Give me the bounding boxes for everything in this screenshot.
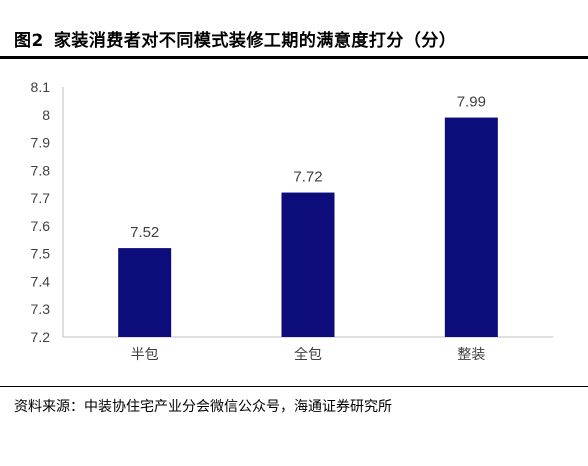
figure-title-text: 家装消费者对不同模式装修工期的满意度打分（分） xyxy=(53,31,457,51)
bars xyxy=(118,117,498,337)
data-label: 7.52 xyxy=(130,224,159,241)
y-tick-label: 7.2 xyxy=(31,329,51,345)
x-tick-label: 全包 xyxy=(294,346,322,362)
y-tick-label: 7.7 xyxy=(31,190,51,206)
bar-chart: 7.2 7.3 7.4 7.5 7.6 7.7 7.8 7.9 8 8.1 半包 全包 整装 7.52… xyxy=(31,79,553,362)
data-labels: 7.52 7.72 7.99 xyxy=(130,94,486,242)
title-underline xyxy=(0,56,588,59)
y-tick-label: 7.5 xyxy=(31,246,51,262)
x-tick-label: 半包 xyxy=(131,346,159,362)
x-tick-label: 整装 xyxy=(457,346,485,362)
y-tick-label: 7.4 xyxy=(31,273,51,289)
y-axis: 7.2 7.3 7.4 7.5 7.6 7.7 7.8 7.9 8 8.1 xyxy=(31,79,64,345)
y-tick-label: 7.8 xyxy=(31,162,51,178)
y-tick-label: 8 xyxy=(42,107,50,123)
figure-title: 图2 家装消费者对不同模式装修工期的满意度打分（分） xyxy=(14,26,456,51)
y-tick-label: 7.9 xyxy=(31,135,51,151)
x-axis: 半包 全包 整装 xyxy=(63,336,553,362)
data-label: 7.99 xyxy=(457,94,486,111)
bar xyxy=(444,117,498,337)
figure-header: 图2 家装消费者对不同模式装修工期的满意度打分（分） xyxy=(0,0,588,58)
bar xyxy=(118,248,172,337)
y-tick-label: 7.3 xyxy=(31,301,51,317)
source-note: 资料来源：中装协住宅产业分会微信公众号，海通证券研究所 xyxy=(14,399,392,415)
y-tick-label: 8.1 xyxy=(31,79,51,95)
y-tick-label: 7.6 xyxy=(31,218,51,234)
bar xyxy=(281,192,335,337)
data-label: 7.72 xyxy=(293,169,322,186)
source-divider xyxy=(0,386,588,387)
figure-number: 图2 xyxy=(14,31,44,51)
